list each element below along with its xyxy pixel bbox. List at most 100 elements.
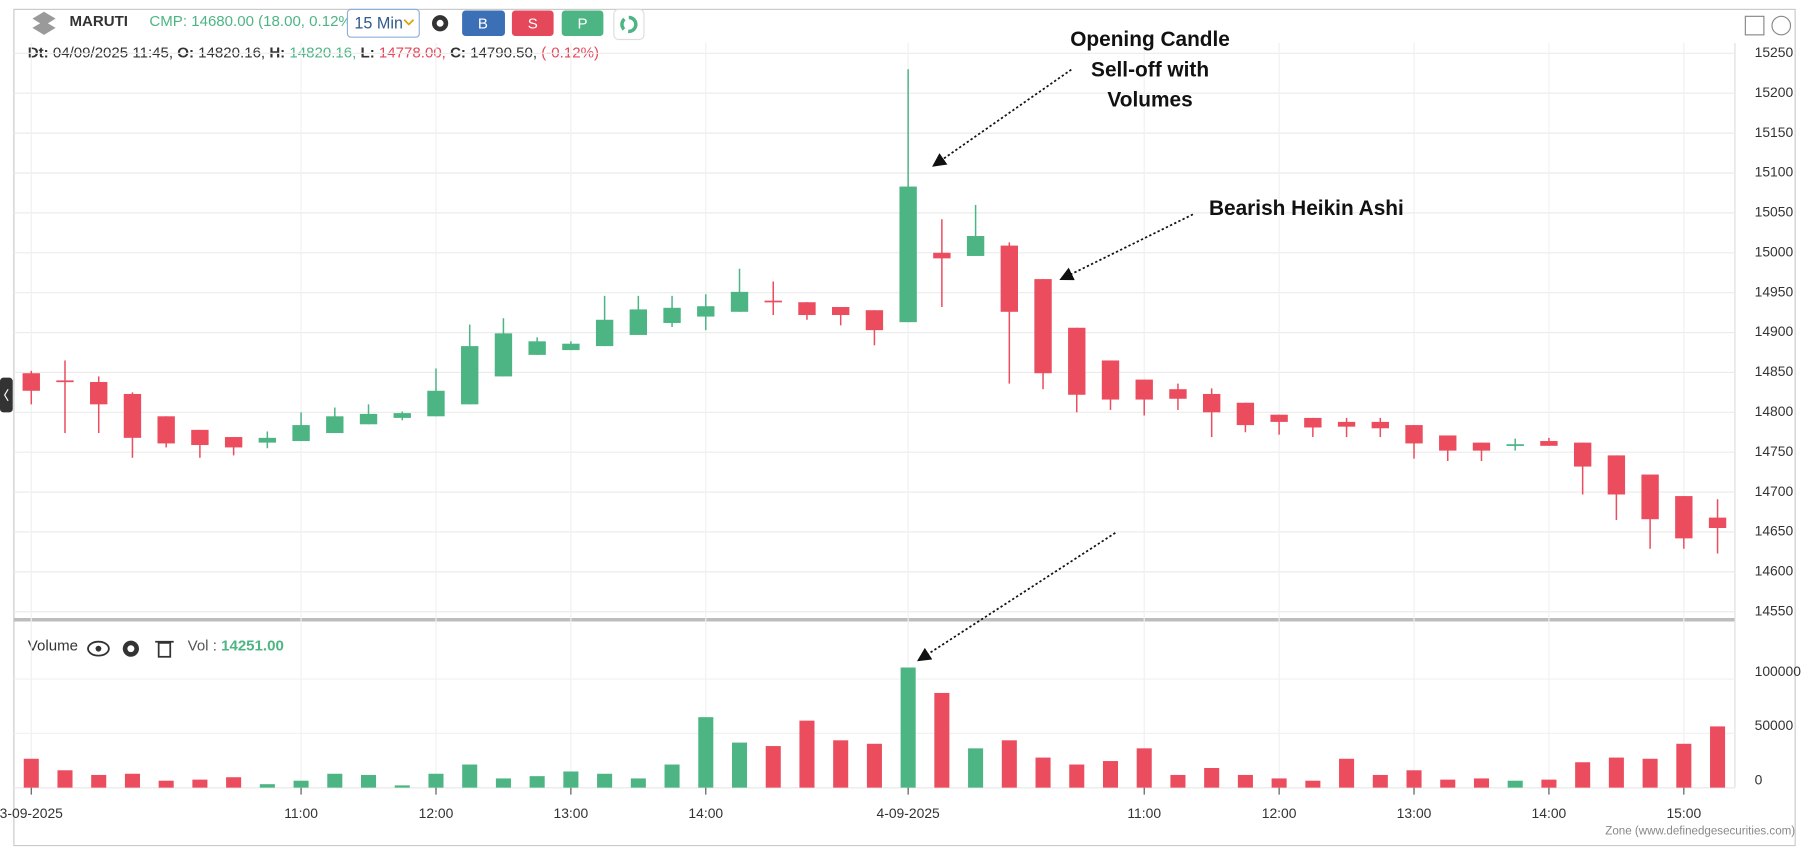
side-tab-arrow	[3, 388, 9, 402]
x-tick-label: 13:00	[554, 805, 589, 821]
volume-bar	[1271, 778, 1287, 788]
candle-body	[1540, 441, 1558, 446]
y-tick-label: 14600	[1755, 563, 1794, 579]
candle-body	[1371, 421, 1389, 429]
sell-button[interactable]	[511, 10, 554, 37]
candle-body	[1337, 421, 1356, 427]
trash-icon[interactable]	[155, 640, 174, 658]
x-tick-label: 13:00	[1397, 805, 1432, 821]
candle-body	[1101, 360, 1120, 400]
y-tick-label: 14550	[1755, 602, 1794, 618]
x-tick-label: 11:00	[284, 805, 318, 821]
layout-icon[interactable]	[1744, 15, 1765, 36]
vol-label: Vol :	[188, 637, 217, 654]
candle-body	[933, 252, 951, 259]
x-tick-label: 11:00	[1127, 805, 1161, 821]
volume-bar	[529, 776, 545, 788]
candle-body	[1472, 442, 1491, 451]
volume-bar	[698, 717, 714, 788]
candle-body	[1708, 517, 1727, 528]
candle-body	[1000, 245, 1019, 312]
y-tick-label: 14800	[1755, 403, 1794, 419]
sell-label[interactable]: S	[528, 15, 538, 32]
annotation-text: Opening Candle	[1070, 28, 1230, 51]
candle-body	[629, 309, 648, 335]
side-tab[interactable]	[0, 377, 13, 413]
volume-bar	[57, 770, 73, 788]
candle-body	[292, 425, 310, 442]
volume-bar	[1339, 758, 1355, 788]
y-tick-label: 15150	[1755, 124, 1794, 140]
volume-bar	[293, 780, 309, 788]
eye-icon[interactable]	[87, 640, 110, 657]
indicator-button[interactable]	[613, 8, 645, 41]
volume-bar	[23, 758, 39, 788]
buy-label[interactable]: B	[478, 15, 488, 32]
volume-bar	[91, 774, 107, 788]
y-tick-label: 15000	[1755, 243, 1794, 259]
symbol: MARUTI	[69, 13, 128, 30]
volume-bar	[664, 764, 680, 788]
volume-bar	[765, 746, 781, 788]
volume-bar	[1102, 761, 1119, 788]
candle-body	[1641, 474, 1659, 520]
x-tick-label: 4-09-2025	[877, 805, 941, 821]
x-tick-label: 14:00	[1532, 805, 1567, 821]
candle-body	[359, 413, 378, 425]
candle-body	[798, 302, 816, 315]
volume-bar	[1035, 757, 1051, 788]
candle-body	[730, 291, 749, 312]
interval[interactable]: 15 Min	[354, 15, 403, 33]
p-label[interactable]: P	[578, 15, 588, 32]
volume-bar	[1204, 768, 1220, 788]
y-tick-label: 14700	[1755, 483, 1794, 499]
annotation-text: Sell-off with	[1091, 58, 1209, 81]
volume-bar	[1710, 726, 1726, 788]
gear-icon[interactable]	[122, 640, 139, 657]
interval-select[interactable]	[346, 8, 420, 38]
volume-bar	[630, 778, 646, 788]
candle-body	[1135, 379, 1153, 400]
candle-body	[663, 307, 681, 323]
annotation-arrow	[932, 68, 1072, 167]
volume-bar	[158, 780, 174, 788]
annotation-arrow	[1059, 213, 1194, 281]
p-button[interactable]	[561, 10, 604, 37]
candle-body	[1607, 455, 1626, 495]
volume-bar	[1237, 774, 1253, 788]
vol-value: 14251.00	[221, 637, 284, 654]
volume-tick-label: 0	[1755, 771, 1763, 787]
candle-body	[562, 343, 580, 351]
volume-bar	[1305, 780, 1321, 788]
candle-body	[1675, 496, 1693, 539]
buy-button[interactable]	[462, 10, 505, 37]
candle-body	[832, 307, 850, 315]
cmp-label: CMP:	[149, 13, 187, 30]
candle-body	[1304, 417, 1322, 428]
annotation-arrow	[916, 532, 1116, 662]
volume-bar	[1507, 780, 1523, 788]
candle-body	[494, 333, 513, 377]
y-tick-label: 14750	[1755, 443, 1794, 459]
candle-body	[258, 437, 277, 443]
candle-body	[1405, 425, 1423, 444]
candle-body	[191, 429, 209, 446]
settings-icon[interactable]	[431, 15, 449, 32]
volume-bar	[226, 777, 242, 788]
cmp: CMP: 14680.00 (18.00, 0.12%)	[149, 13, 356, 30]
candle-body	[90, 382, 108, 405]
volume-bar	[1541, 779, 1557, 788]
volume-bar	[1575, 762, 1591, 788]
y-tick-label: 15200	[1755, 84, 1794, 100]
candle-body	[224, 437, 243, 448]
close-icon[interactable]	[1771, 15, 1792, 36]
indicator-icon	[620, 15, 638, 34]
y-tick-label: 15050	[1755, 204, 1794, 220]
annotations: Opening Candle Sell-off with Volumes Bearis…	[916, 28, 1404, 662]
volume-bar	[866, 743, 882, 788]
volume-bar	[900, 667, 916, 788]
candle-body	[22, 373, 40, 391]
vol-readout: Vol : 14251.00	[188, 637, 284, 654]
candle-body	[326, 416, 344, 434]
y-tick-label: 14850	[1755, 363, 1794, 379]
